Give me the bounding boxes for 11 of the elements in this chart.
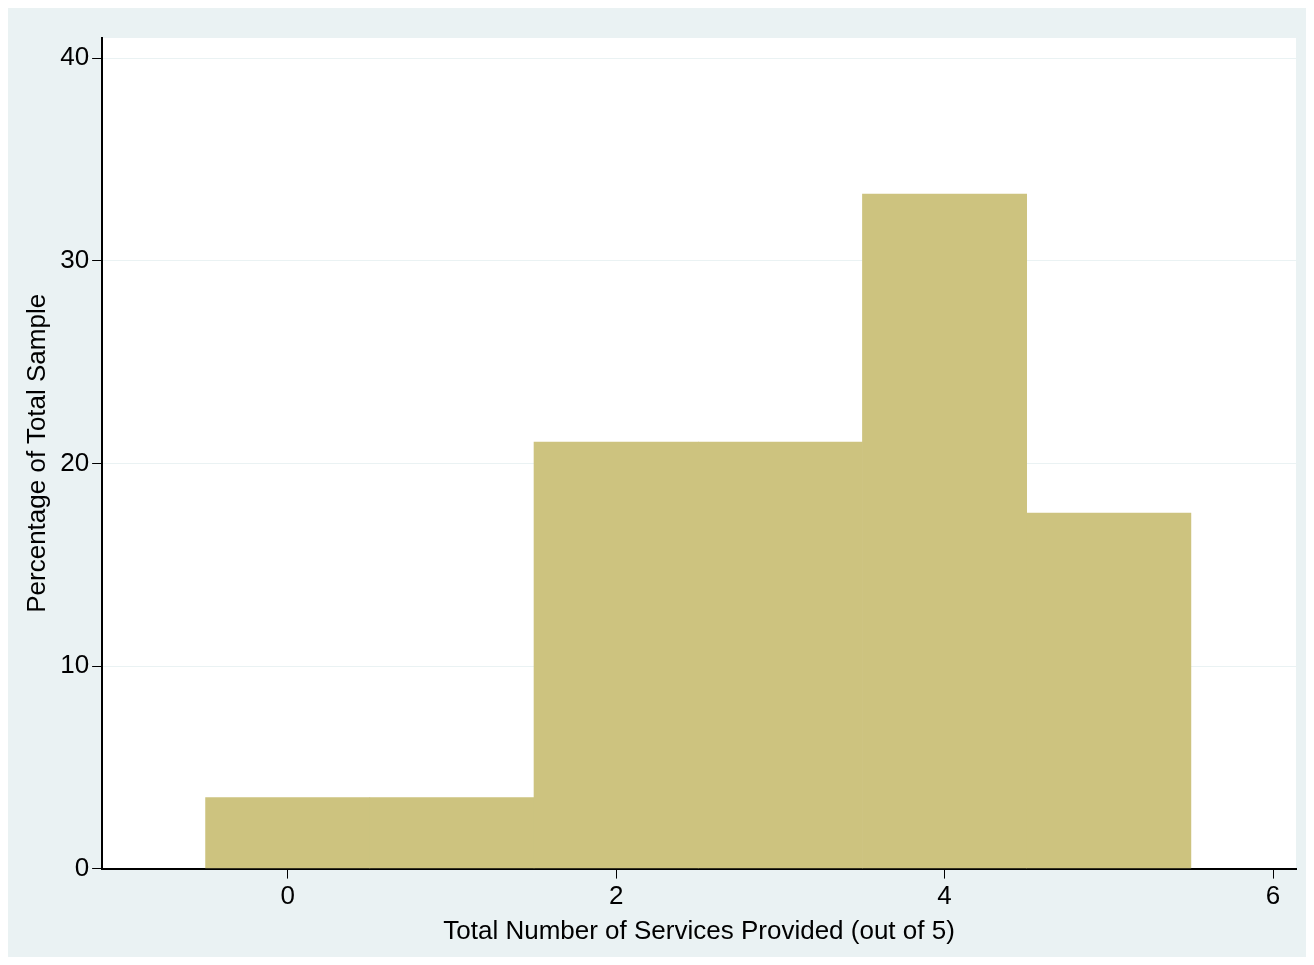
y-axis-title: Percentage of Total Sample xyxy=(20,293,51,613)
y-tick-label: 0 xyxy=(74,851,90,882)
x-tick-label: 0 xyxy=(280,880,295,911)
x-tick-label: 4 xyxy=(937,880,952,911)
y-tick-label: 10 xyxy=(60,649,90,680)
x-axis-title: Total Number of Services Provided (out of 5) xyxy=(443,914,955,945)
x-tick-label: 6 xyxy=(1265,880,1281,911)
y-tick-label: 40 xyxy=(60,41,90,72)
y-tick-label: 20 xyxy=(60,446,90,477)
y-tick-label: 30 xyxy=(60,244,90,275)
x-tick-label: 2 xyxy=(608,880,624,911)
